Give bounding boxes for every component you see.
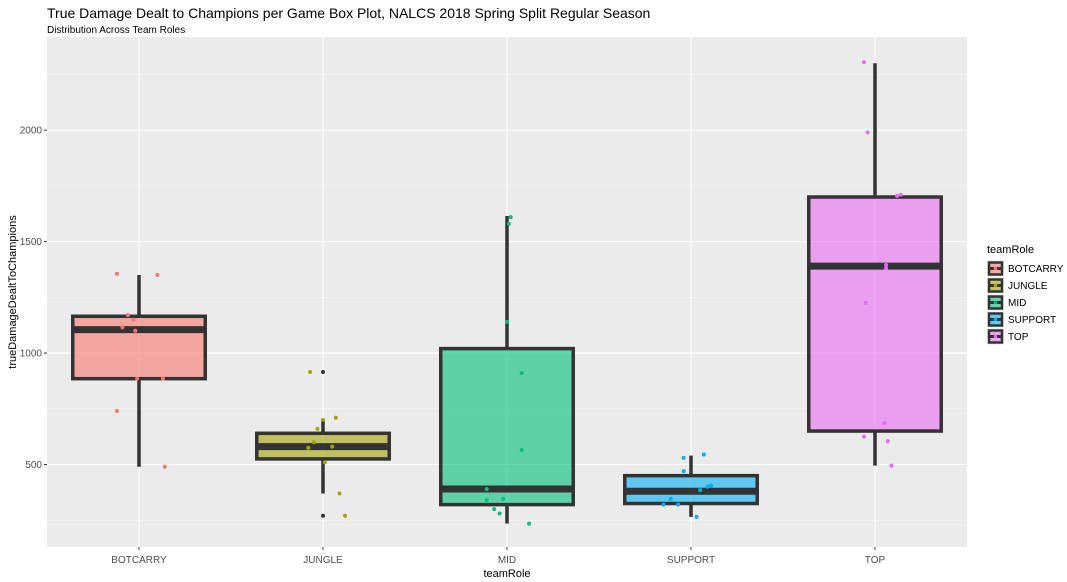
data-point-mid: [505, 319, 509, 324]
data-point-botcarry: [162, 464, 167, 469]
chart-title: True Damage Dealt to Champions per Game …: [47, 5, 651, 21]
data-point-support: [681, 469, 686, 474]
data-point-mid: [497, 511, 502, 516]
legend-title: teamRole: [987, 244, 1034, 256]
y-tick-label: 2000: [20, 126, 43, 137]
data-point-top: [884, 263, 889, 268]
legend-key-point: [993, 317, 998, 322]
data-point-botcarry: [114, 271, 119, 276]
legend-key-point: [993, 283, 998, 288]
legend-label: BOTCARRY: [1008, 264, 1064, 275]
box-botcarry: [71, 275, 207, 467]
data-point-jungle: [330, 444, 335, 449]
data-point-botcarry: [125, 313, 130, 318]
box-body: [439, 346, 575, 507]
box-support: [623, 455, 759, 517]
data-point-mid: [484, 487, 489, 492]
data-point-top: [863, 300, 868, 305]
x-axis-title: teamRole: [483, 568, 530, 580]
legend-item-top: TOP: [987, 328, 1029, 345]
box-layer: [71, 63, 943, 524]
x-tick-label: SUPPORT: [667, 555, 715, 566]
data-point-mid: [527, 521, 532, 526]
data-point-top: [861, 60, 866, 65]
data-point-botcarry: [155, 273, 160, 278]
data-point-top: [895, 193, 900, 198]
y-tick-label: 1000: [20, 349, 43, 360]
data-point-support: [701, 452, 706, 457]
legend-item-jungle: JUNGLE: [987, 277, 1048, 294]
box-jungle: [255, 369, 391, 518]
data-point-mid: [484, 498, 489, 503]
data-point-top: [865, 130, 870, 135]
data-point-support: [694, 514, 699, 519]
data-point-jungle: [343, 513, 348, 518]
data-point-botcarry: [135, 376, 140, 381]
data-point-jungle: [311, 440, 316, 445]
data-point-mid: [519, 371, 524, 376]
box-body: [71, 314, 207, 381]
data-point-support: [705, 484, 710, 489]
data-point-support: [661, 502, 666, 507]
box-mid: [439, 215, 575, 524]
data-point-jungle: [322, 460, 327, 465]
legend-key-point: [993, 266, 998, 271]
legend-label: TOP: [1008, 332, 1029, 343]
y-axis-title: trueDamageDealtToChampions: [7, 215, 19, 369]
data-point-top: [884, 266, 889, 271]
data-point-mid: [506, 221, 511, 226]
legend-label: JUNGLE: [1008, 281, 1048, 292]
x-tick-label: BOTCARRY: [111, 555, 167, 566]
data-point-mid: [508, 215, 513, 220]
data-point-mid: [492, 507, 497, 512]
legend-item-support: SUPPORT: [987, 311, 1056, 328]
data-point-jungle: [337, 491, 342, 496]
y-tick-label: 1500: [20, 237, 43, 248]
chart-subtitle: Distribution Across Team Roles: [47, 25, 186, 36]
data-point-top: [898, 192, 903, 197]
legend-key-point: [993, 334, 998, 339]
data-point-botcarry: [114, 409, 119, 414]
data-point-botcarry: [160, 376, 165, 381]
data-point-top: [889, 463, 894, 468]
data-point-top: [861, 434, 866, 439]
data-point-support: [668, 497, 673, 502]
data-point-botcarry: [120, 325, 125, 330]
data-point-jungle: [315, 426, 320, 431]
box-body: [807, 195, 943, 433]
x-tick-label: MID: [498, 555, 516, 566]
data-point-support: [681, 455, 686, 460]
data-point-top: [885, 439, 890, 444]
y-tick-label: 500: [25, 460, 42, 471]
data-point-jungle: [333, 415, 338, 420]
legend: teamRole BOTCARRY JUNGLE MID SUPPORT TOP: [987, 244, 1064, 345]
data-point-jungle: [308, 369, 313, 374]
data-point-mid: [519, 448, 524, 453]
data-point-botcarry: [133, 328, 138, 333]
x-tick-label: JUNGLE: [303, 555, 343, 566]
data-point-support: [698, 488, 703, 493]
legend-label: MID: [1008, 298, 1026, 309]
legend-item-botcarry: BOTCARRY: [987, 260, 1064, 277]
outlier-point: [321, 369, 325, 374]
outlier-point: [321, 513, 325, 518]
legend-item-mid: MID: [987, 294, 1026, 311]
data-point-support: [709, 483, 714, 488]
data-point-jungle: [321, 417, 325, 422]
axes: 500 1000 1500 2000 BOTCARRY JUNGLE MID SUPPORT T…: [20, 126, 886, 566]
jitter-points: [114, 60, 903, 526]
x-tick-label: TOP: [865, 555, 886, 566]
legend-key-point: [993, 300, 998, 305]
data-point-botcarry: [131, 317, 136, 322]
data-point-jungle: [306, 445, 311, 450]
box-top: [807, 63, 943, 466]
data-point-top: [882, 421, 887, 426]
legend-label: SUPPORT: [1008, 315, 1056, 326]
data-point-mid: [501, 497, 506, 502]
data-point-support: [676, 502, 681, 507]
